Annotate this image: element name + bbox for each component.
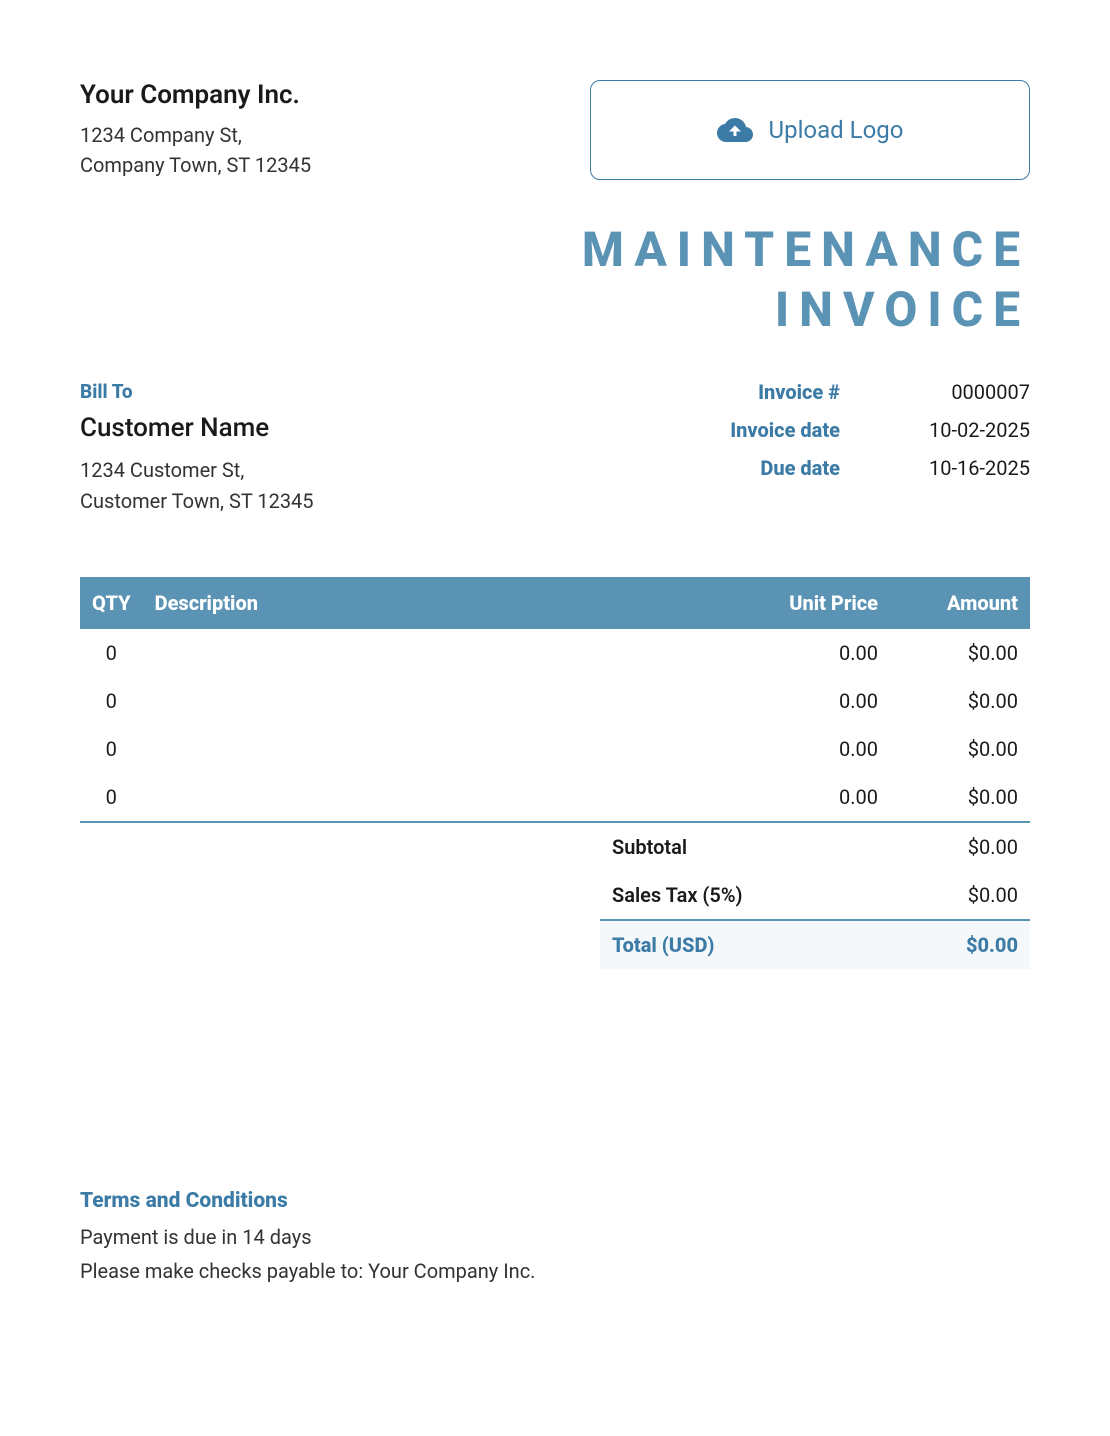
customer-name: Customer Name [80,413,700,443]
cell-unit-price: 0.00 [730,725,890,773]
cell-description [143,677,730,725]
cell-unit-price: 0.00 [730,629,890,677]
terms-line2: Please make checks payable to: Your Comp… [80,1259,1030,1283]
cell-description [143,629,730,677]
document-title-line1: MAINTENANCE [80,220,1030,280]
terms-section: Terms and Conditions Payment is due in 1… [80,1189,1030,1283]
total-label: Total (USD) [612,933,714,957]
cell-amount: $0.00 [890,677,1030,725]
cloud-upload-icon [717,116,753,144]
cell-unit-price: 0.00 [730,773,890,822]
tax-line: Sales Tax (5%) $0.00 [600,871,1030,921]
cell-amount: $0.00 [890,773,1030,822]
table-row: 0 0.00 $0.00 [80,773,1030,822]
company-block: Your Company Inc. 1234 Company St, Compa… [80,80,590,180]
subtotal-line: Subtotal $0.00 [600,823,1030,871]
terms-line1: Payment is due in 14 days [80,1225,1030,1249]
upload-logo-button[interactable]: Upload Logo [590,80,1030,180]
company-address-line1: 1234 Company St, [80,120,590,150]
cell-qty: 0 [80,725,143,773]
cell-amount: $0.00 [890,725,1030,773]
cell-qty: 0 [80,773,143,822]
due-date-line: Due date 10-16-2025 [700,456,1030,480]
customer-address-line1: 1234 Customer St, [80,455,700,486]
company-address-line2: Company Town, ST 12345 [80,150,590,180]
invoice-number-value: 0000007 [890,380,1030,404]
table-header: QTY Description Unit Price Amount [80,577,1030,629]
terms-heading: Terms and Conditions [80,1189,1030,1213]
due-date-label: Due date [700,456,840,480]
due-date-value: 10-16-2025 [890,456,1030,480]
company-name: Your Company Inc. [80,80,590,110]
col-unit-price: Unit Price [730,577,890,629]
invoice-date-line: Invoice date 10-02-2025 [700,418,1030,442]
document-title: MAINTENANCE INVOICE [80,220,1030,340]
subtotal-label: Subtotal [612,835,687,859]
col-description: Description [143,577,730,629]
tax-label: Sales Tax (5%) [612,883,743,907]
company-address: 1234 Company St, Company Town, ST 12345 [80,120,590,180]
meta-row: Bill To Customer Name 1234 Customer St, … [80,380,1030,517]
cell-amount: $0.00 [890,629,1030,677]
invoice-date-value: 10-02-2025 [890,418,1030,442]
col-qty: QTY [80,577,143,629]
total-line: Total (USD) $0.00 [600,921,1030,969]
customer-address: 1234 Customer St, Customer Town, ST 1234… [80,455,700,517]
bill-to-block: Bill To Customer Name 1234 Customer St, … [80,380,700,517]
invoice-number-label: Invoice # [700,380,840,404]
invoice-date-label: Invoice date [700,418,840,442]
table-body: 0 0.00 $0.00 0 0.00 $0.00 0 0.00 $0.00 0… [80,629,1030,822]
invoice-number-line: Invoice # 0000007 [700,380,1030,404]
cell-unit-price: 0.00 [730,677,890,725]
cell-qty: 0 [80,677,143,725]
upload-logo-label: Upload Logo [769,116,904,144]
tax-value: $0.00 [968,883,1018,907]
col-amount: Amount [890,577,1030,629]
invoice-meta: Invoice # 0000007 Invoice date 10-02-202… [700,380,1030,494]
cell-description [143,773,730,822]
header-row: Your Company Inc. 1234 Company St, Compa… [80,80,1030,180]
bill-to-heading: Bill To [80,380,700,403]
totals-section: Subtotal $0.00 Sales Tax (5%) $0.00 Tota… [80,823,1030,969]
subtotal-value: $0.00 [968,835,1018,859]
cell-description [143,725,730,773]
table-row: 0 0.00 $0.00 [80,725,1030,773]
line-items-table: QTY Description Unit Price Amount 0 0.00… [80,577,1030,823]
table-row: 0 0.00 $0.00 [80,629,1030,677]
total-value: $0.00 [966,933,1018,957]
customer-address-line2: Customer Town, ST 12345 [80,486,700,517]
document-title-line2: INVOICE [80,280,1030,340]
table-row: 0 0.00 $0.00 [80,677,1030,725]
cell-qty: 0 [80,629,143,677]
